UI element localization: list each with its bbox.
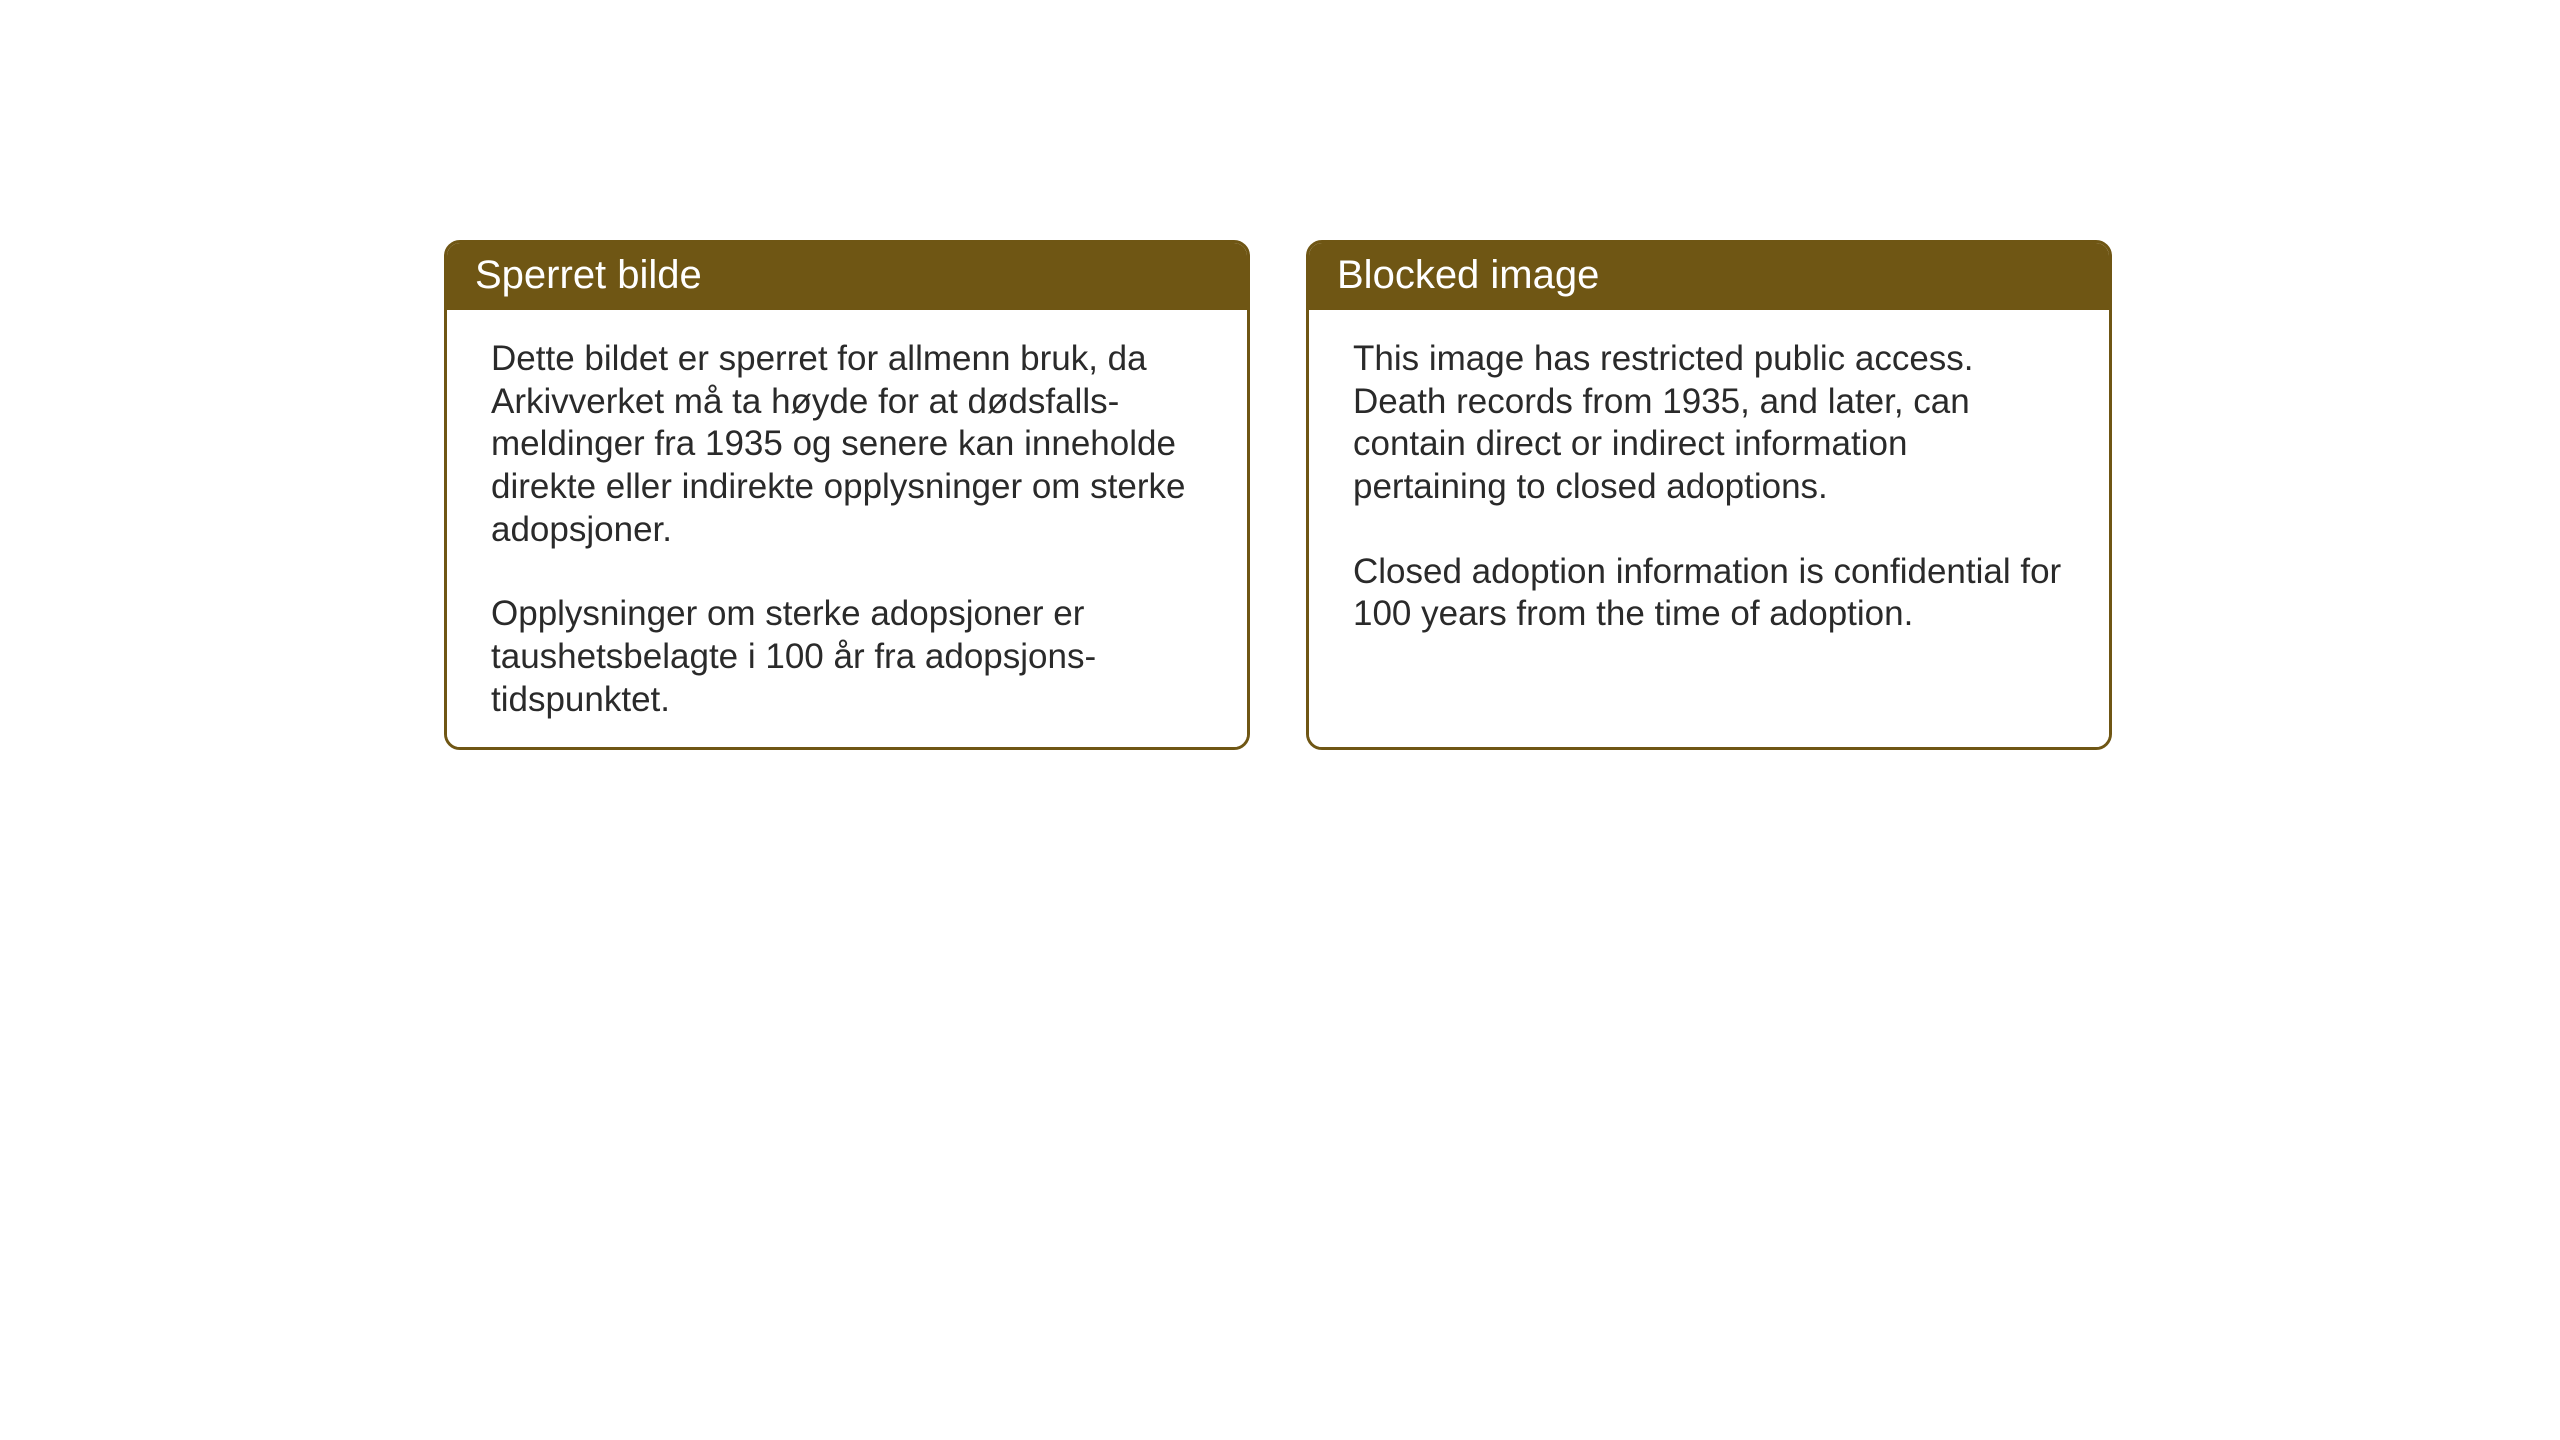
card-paragraph-english-2: Closed adoption information is confident… <box>1353 551 2069 636</box>
card-paragraph-norwegian-2: Opplysninger om sterke adopsjoner er tau… <box>491 593 1207 721</box>
card-title-norwegian: Sperret bilde <box>475 253 1219 298</box>
notice-cards-container: Sperret bilde Dette bildet er sperret fo… <box>444 240 2112 750</box>
card-header-english: Blocked image <box>1309 243 2109 310</box>
card-header-norwegian: Sperret bilde <box>447 243 1247 310</box>
card-paragraph-norwegian-1: Dette bildet er sperret for allmenn bruk… <box>491 338 1207 551</box>
card-title-english: Blocked image <box>1337 253 2081 298</box>
card-paragraph-english-1: This image has restricted public access.… <box>1353 338 2069 509</box>
card-body-norwegian: Dette bildet er sperret for allmenn bruk… <box>447 310 1247 750</box>
notice-card-english: Blocked image This image has restricted … <box>1306 240 2112 750</box>
card-body-english: This image has restricted public access.… <box>1309 310 2109 747</box>
notice-card-norwegian: Sperret bilde Dette bildet er sperret fo… <box>444 240 1250 750</box>
